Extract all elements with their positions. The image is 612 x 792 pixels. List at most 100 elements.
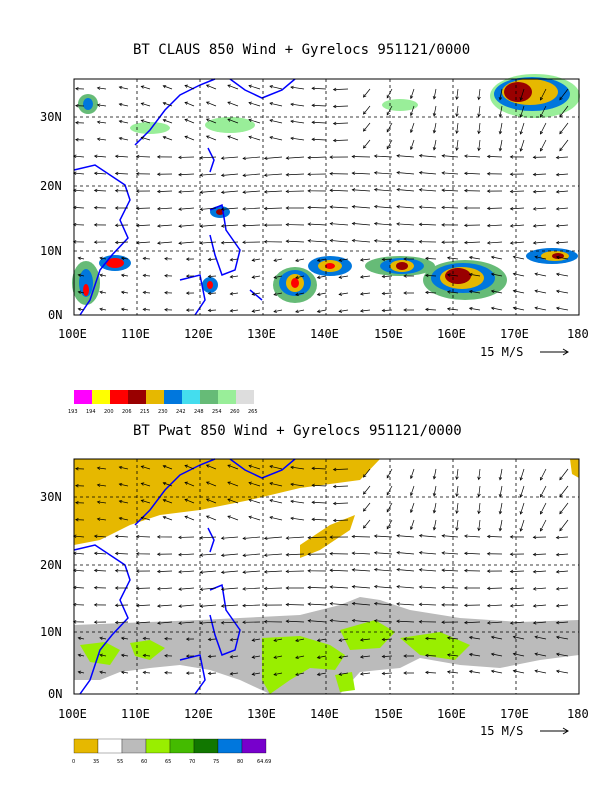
wind-vector-head [114,534,119,539]
wind-vector-head [199,156,203,160]
wind-vector-head [118,499,123,504]
wind-vector [97,518,107,521]
wind-vector [374,206,393,209]
wind-vector-head [509,206,514,211]
wind-vector [221,190,239,193]
wind-vector-head [263,586,268,591]
wind-vector-head [441,585,445,590]
wind-vector-head [178,190,182,194]
wind-vector-head [164,637,168,641]
wind-vector-head [559,527,563,532]
wind-vector [352,189,371,192]
wind-vector [264,173,283,176]
wind-vector-head [273,258,277,262]
wind-vector-head [311,137,315,142]
wind-vector [206,481,217,487]
wind-vector [178,173,195,176]
wind-vector [273,258,283,262]
wind-vector-head [351,238,356,243]
wind-vector [360,275,371,278]
wind-vector [513,273,525,277]
wind-vector-head [242,603,246,608]
wind-vector-head [142,670,147,675]
wind-vector-head [418,188,423,192]
wind-vector [386,105,393,116]
wind-vector-head [498,476,503,481]
wind-vector [221,621,239,624]
wind-vector [163,136,173,141]
bottom-colorbar-swatch [193,738,219,754]
bottom-colorbar-swatch [121,738,147,754]
wind-vector-head [205,498,210,502]
wind-vector [73,172,85,175]
wind-vector [333,88,349,90]
wind-vector [208,672,217,674]
wind-vector-head [359,672,364,676]
wind-vector-head [512,669,517,673]
wind-vector-head [534,652,539,656]
wind-vector-head [446,290,451,294]
wind-vector-head [75,138,79,142]
wind-vector-head [486,603,491,608]
wind-vector-head [409,526,414,531]
wind-vector-head [486,552,491,556]
wind-vector [363,502,371,512]
wind-vector-head [285,619,290,623]
wind-vector [491,273,503,277]
bottom-cb-label: 65 [165,759,171,765]
wind-vector [141,119,151,124]
wind-vector-head [403,671,407,675]
wind-vector-head [362,94,367,98]
wind-vector-head [512,306,517,310]
wind-vector-head [307,172,311,176]
wind-vector [308,603,327,606]
wind-vector [520,468,525,481]
wind-vector [157,570,173,572]
wind-vector-head [555,552,560,557]
wind-vector-head [373,567,378,572]
wind-vector [447,654,459,657]
wind-vector [425,655,437,657]
wind-vector [163,465,173,470]
wind-vector [221,570,239,573]
wind-vector-head [381,637,386,642]
wind-vector-head [99,307,103,311]
wind-vector-head [248,101,253,105]
wind-vector-head [156,224,161,228]
wind-vector [559,485,569,497]
wind-vector-head [373,187,378,192]
wind-vector [221,224,239,227]
wind-vector-head [329,205,333,209]
wind-vector-head [290,102,294,107]
wind-vector-head [242,156,246,161]
wind-vector [419,552,437,555]
wind-vector-head [118,119,123,124]
wind-vector-head [512,289,517,293]
top-cb-label: 215 [140,409,150,415]
wind-vector-head [329,188,333,193]
wind-vector-head [114,569,119,573]
wind-vector [520,519,525,532]
wind-vector-head [269,465,273,469]
wind-vector-head [285,536,290,540]
wind-vector-head [75,518,79,522]
wind-vector-head [185,671,190,675]
wind-vector-head [316,638,321,642]
wind-vector-head [164,274,168,278]
top-colorbar-swatch [218,390,236,404]
wind-vector [273,275,283,279]
wind-vector-head [77,307,82,311]
wind-vector [143,654,151,657]
wind-vector [333,485,349,487]
wind-vector-head [386,94,390,99]
top-grid [74,79,579,315]
wind-vector [78,654,85,657]
wind-vector [396,603,415,606]
wind-vector-head [463,620,468,625]
wind-vector-head [329,535,333,539]
wind-vector [163,499,173,504]
wind-vector-head [199,570,204,574]
wind-vector-head [329,238,334,243]
wind-vector [317,292,327,296]
bottom-y-tick-20n: 20N [40,558,62,572]
